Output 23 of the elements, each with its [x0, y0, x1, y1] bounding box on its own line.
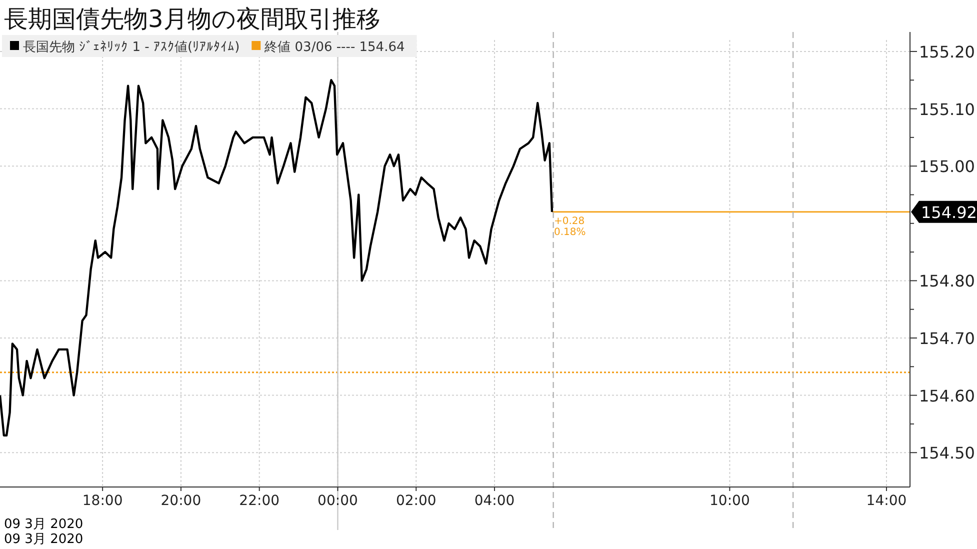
x-tick-label: 04:00: [474, 493, 515, 509]
x-tick-label: 02:00: [396, 493, 436, 509]
annotation: 0.18%: [554, 226, 586, 238]
x-tick-label: 20:00: [160, 493, 202, 509]
y-tick-label: 154.80: [919, 272, 975, 291]
legend-label: 長国先物 ｼﾞｪﾈﾘｯｸ 1 - ｱｽｸ値(ﾘｱﾙﾀｲﾑ): [23, 40, 240, 55]
text: 09 3月 2020: [4, 517, 84, 532]
x-tick-label: 10:00: [710, 493, 750, 509]
y-tick-label: 155.00: [919, 157, 975, 176]
annotation: +0.28: [554, 216, 585, 227]
x-tick-label: 22:00: [239, 493, 280, 509]
x-tick-label: 14:00: [866, 493, 907, 509]
x-tick-label: 18:00: [82, 493, 123, 509]
y-tick-label: 154.70: [919, 329, 975, 348]
y-tick-label: 155.20: [919, 42, 975, 62]
ref-line-label: 154.92: [921, 202, 977, 222]
title: 長期国債先物3月物の夜間取引推移: [4, 5, 380, 33]
y-tick-label: 154.60: [919, 386, 975, 406]
text: 09 3月 2020: [4, 532, 84, 547]
y-tick-label: 155.10: [919, 100, 975, 119]
y-tick-label: 154.50: [919, 444, 975, 463]
legend-label: 終値 03/06 ---- 154.64: [264, 40, 405, 55]
x-tick-label: 00:00: [318, 493, 358, 509]
